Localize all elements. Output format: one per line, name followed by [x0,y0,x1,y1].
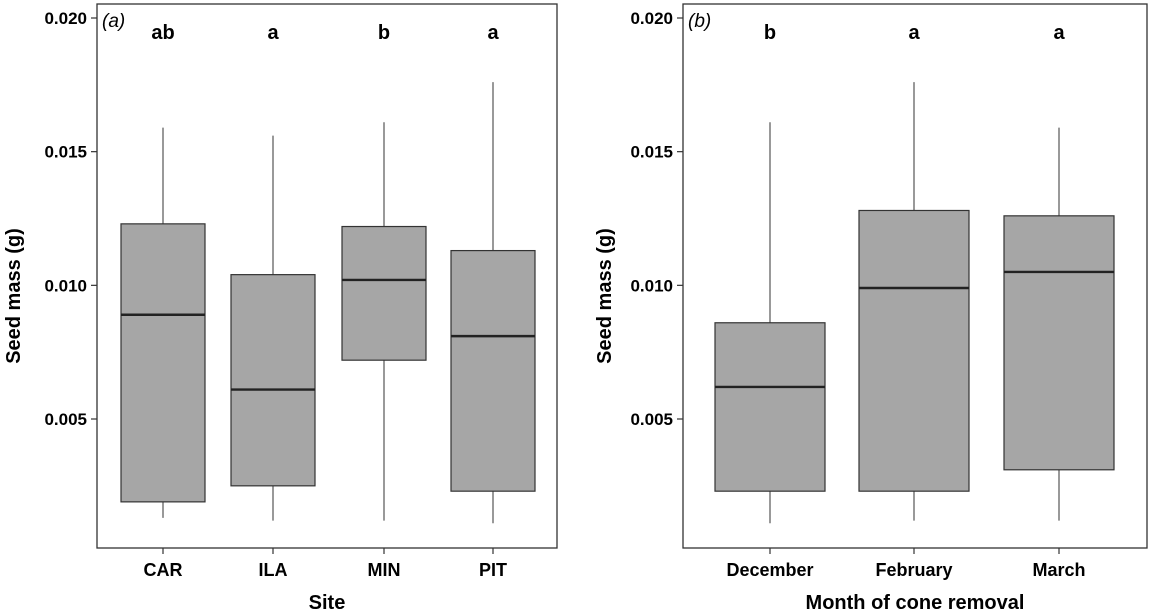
box-iqr [714,322,826,492]
x-category-label: February [875,560,952,580]
x-category-label: PIT [479,560,507,580]
x-category-label: December [726,560,813,580]
y-tick-label: 0.015 [630,143,673,162]
box-iqr [120,223,206,503]
y-tick-label: 0.015 [44,143,87,162]
panel-label: (b) [688,11,711,32]
y-tick-label: 0.020 [630,9,673,28]
y-axis-title: Seed mass (g) [3,228,25,364]
box-iqr [230,274,316,487]
x-category-label: ILA [259,560,288,580]
x-axis-title: Site [309,592,346,613]
box-iqr [858,209,970,492]
significance-letter: b [378,22,390,44]
panel-label: (a) [102,11,125,32]
y-tick-label: 0.005 [44,410,87,429]
y-tick-label: 0.020 [44,9,87,28]
x-category-label: March [1032,560,1085,580]
y-tick-label: 0.010 [44,276,87,295]
significance-letter: ab [151,22,174,44]
significance-letter: b [764,22,776,44]
box-iqr [450,249,536,492]
box-iqr [341,225,427,361]
y-tick-label: 0.010 [630,276,673,295]
x-category-label: MIN [368,560,401,580]
plot-frame [682,3,1148,549]
significance-letter: a [908,22,920,44]
significance-letter: a [267,22,279,44]
x-category-label: CAR [144,560,183,580]
significance-letter: a [487,22,499,44]
y-tick-label: 0.005 [630,410,673,429]
panel-a: 0.005 0.010 0.015 0.020 CAR ab ILA a MIN b PIT a (a)… [3,3,558,613]
plot-frame [96,3,558,549]
x-axis-title: Month of cone removal [806,592,1025,613]
significance-letter: a [1053,22,1065,44]
box-iqr [1003,215,1115,471]
y-axis-title: Seed mass (g) [594,228,616,364]
panel-b: 0.005 0.010 0.015 0.020 December b February a Ma… [594,3,1148,613]
